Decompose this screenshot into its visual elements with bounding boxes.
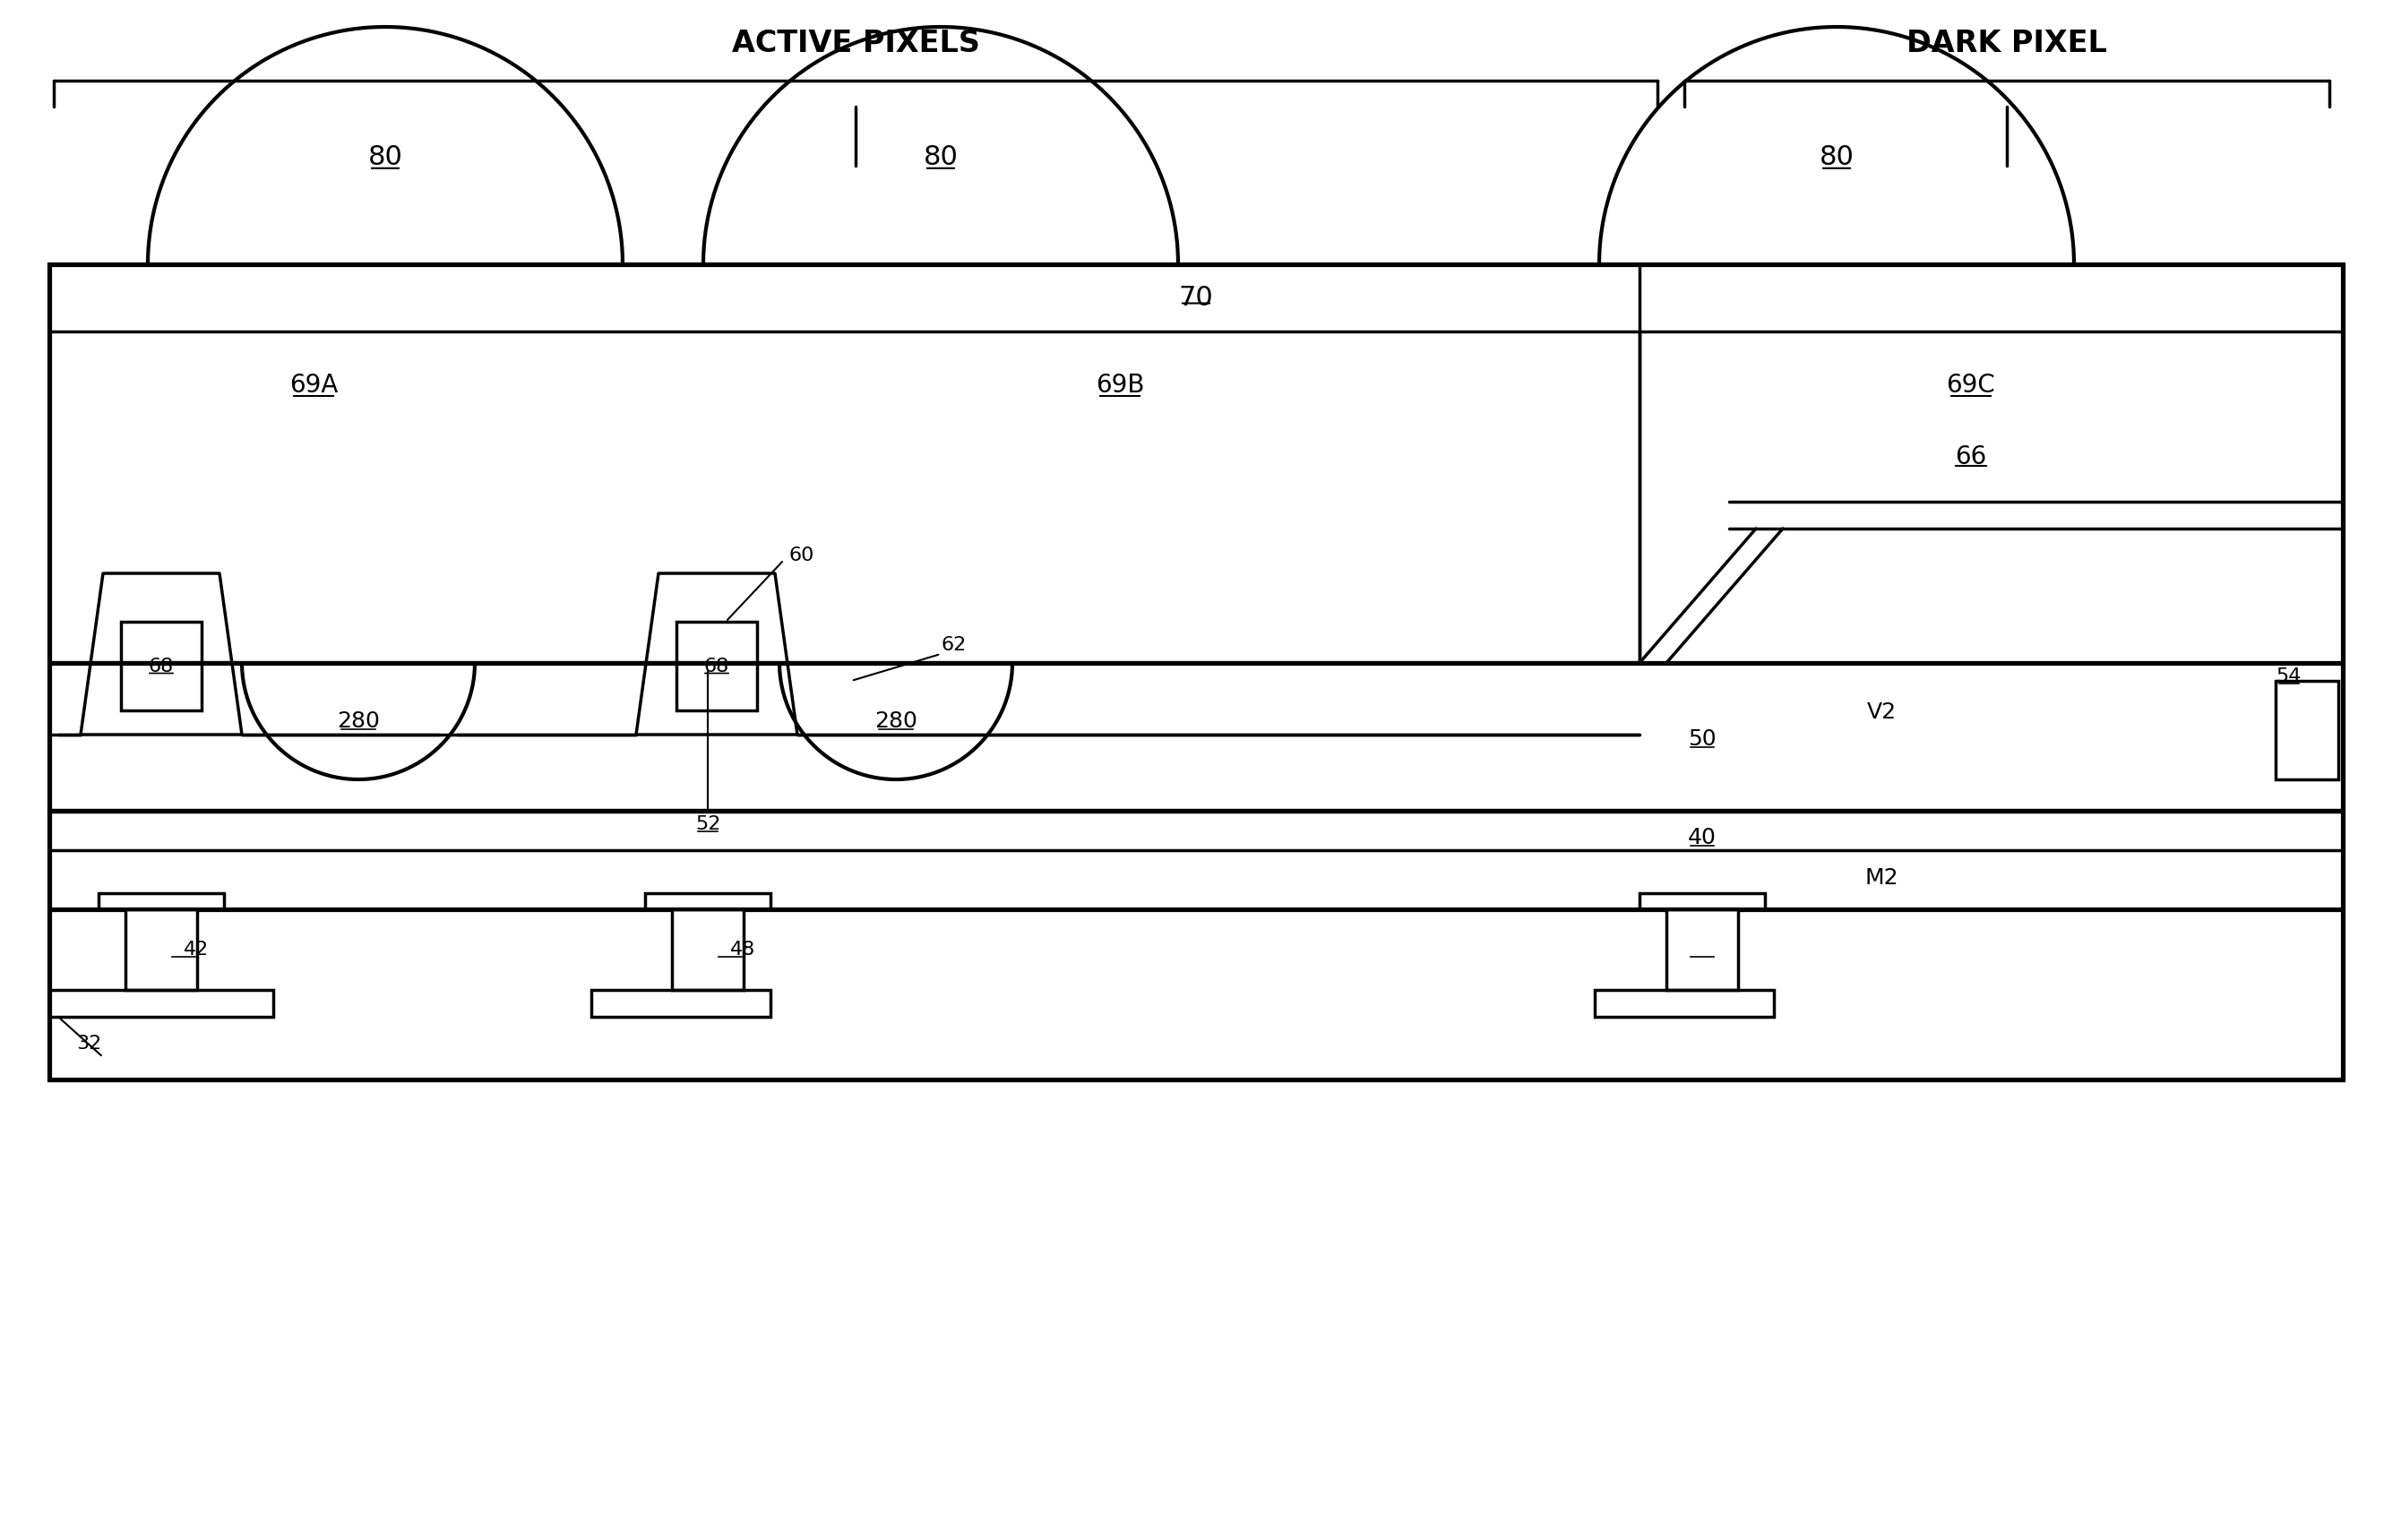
Text: ACTIVE PIXELS: ACTIVE PIXELS xyxy=(732,29,980,59)
Bar xyxy=(677,622,758,710)
Text: 60: 60 xyxy=(789,547,813,564)
Text: 40: 40 xyxy=(1688,827,1716,849)
Text: 66: 66 xyxy=(1955,445,1986,470)
Bar xyxy=(50,265,2343,331)
Bar xyxy=(672,909,744,990)
Text: V2: V2 xyxy=(1867,701,1895,722)
Text: 52: 52 xyxy=(696,815,720,833)
Text: 68: 68 xyxy=(148,658,174,675)
Text: 80: 80 xyxy=(367,145,403,171)
Text: 280: 280 xyxy=(875,710,918,732)
Text: 69B: 69B xyxy=(1097,373,1144,397)
Text: 70: 70 xyxy=(1178,285,1213,311)
Bar xyxy=(126,909,198,990)
Text: 32: 32 xyxy=(76,1035,103,1053)
Text: M2: M2 xyxy=(1864,867,1898,889)
Text: 280: 280 xyxy=(336,710,379,732)
Bar xyxy=(1595,990,1774,1016)
Text: 80: 80 xyxy=(1819,145,1855,171)
Text: 69C: 69C xyxy=(1945,373,1995,397)
Text: 80: 80 xyxy=(923,145,958,171)
Bar xyxy=(122,622,203,710)
Text: 68: 68 xyxy=(703,658,730,675)
Bar xyxy=(1666,909,1738,990)
Text: DARK PIXEL: DARK PIXEL xyxy=(1907,29,2107,59)
Text: 50: 50 xyxy=(1688,728,1716,750)
Text: 54: 54 xyxy=(2277,667,2301,685)
Bar xyxy=(2277,681,2339,779)
Bar xyxy=(98,893,224,909)
Text: 42: 42 xyxy=(184,941,210,958)
Bar xyxy=(646,893,770,909)
Text: 62: 62 xyxy=(942,636,966,654)
Bar xyxy=(591,990,770,1016)
Text: 48: 48 xyxy=(730,941,756,958)
Bar xyxy=(50,990,274,1016)
Text: 69A: 69A xyxy=(288,373,339,397)
Bar xyxy=(50,265,2343,1080)
Bar xyxy=(1640,893,1764,909)
